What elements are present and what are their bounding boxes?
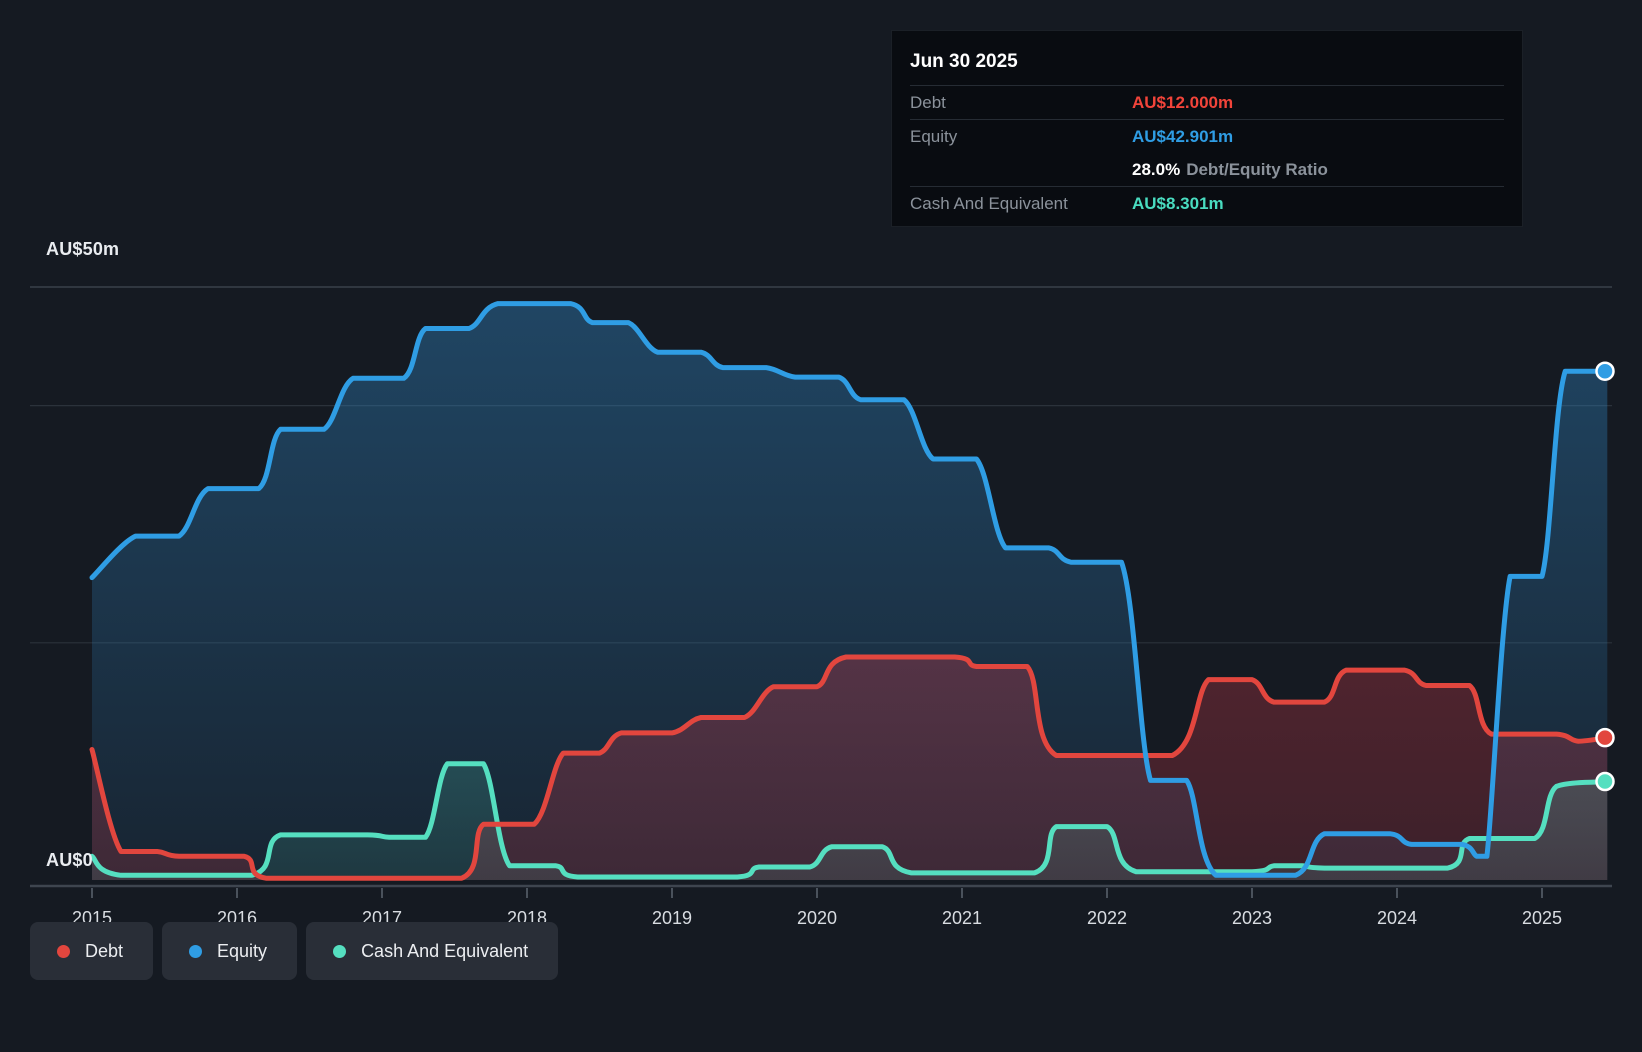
legend-cash-label: Cash And Equivalent — [361, 940, 529, 961]
debt-dot-icon — [57, 944, 70, 958]
x-tick-label-2021: 2021 — [942, 908, 982, 928]
tooltip-date: Jun 30 2025 — [910, 45, 1504, 86]
y-axis-label-0: AU$0 — [46, 850, 93, 870]
equity-dot-icon — [189, 944, 203, 958]
tooltip-debt-label: Debt — [910, 92, 946, 112]
y-axis-label-50m: AU$50m — [46, 239, 120, 259]
legend-item-cash[interactable]: Cash And Equivalent — [306, 922, 559, 980]
cash-area — [92, 763, 1608, 880]
debt-line — [89, 654, 1610, 881]
tooltip-row-ratio: 28.0% Debt/Equity Ratio — [910, 153, 1504, 187]
legend-item-debt[interactable]: Debt — [30, 922, 154, 980]
tooltip-cash-value: AU$8.301m — [1132, 193, 1224, 213]
x-tick-label-2025: 2025 — [1522, 908, 1562, 928]
equity-area — [92, 303, 1608, 881]
cash-and-equivalent-end-dot — [1595, 771, 1615, 792]
chart-tooltip: Jun 30 2025 Debt AU$12.000m Equity AU$42… — [891, 30, 1523, 227]
tooltip-equity-label: Equity — [910, 126, 958, 146]
tooltip-ratio-value: 28.0% — [1132, 159, 1181, 179]
equity-end-dot — [1595, 361, 1615, 381]
tooltip-ratio-label: Debt/Equity Ratio — [1186, 159, 1328, 179]
debt-area — [92, 657, 1608, 880]
x-tick-label-2024: 2024 — [1377, 908, 1417, 928]
tooltip-cash-label: Cash And Equivalent — [910, 193, 1068, 213]
debt-end-dot — [1595, 727, 1615, 748]
tooltip-row-cash: Cash And Equivalent AU$8.301m — [910, 187, 1504, 220]
equity-line — [89, 301, 1610, 878]
chart-legend: Debt Equity Cash And Equivalent — [30, 922, 559, 980]
tooltip-equity-value: AU$42.901m — [1132, 126, 1234, 146]
legend-item-equity[interactable]: Equity — [162, 922, 298, 980]
tooltip-debt-value: AU$12.000m — [1132, 92, 1234, 112]
x-tick-label-2023: 2023 — [1232, 908, 1272, 928]
cash-dot-icon — [333, 944, 347, 958]
legend-equity-label: Equity — [217, 940, 268, 961]
cash-line — [89, 761, 1610, 880]
x-tick-label-2020: 2020 — [797, 908, 837, 928]
x-tick-label-2019: 2019 — [652, 908, 692, 928]
legend-debt-label: Debt — [85, 940, 124, 961]
tooltip-row-debt: Debt AU$12.000m — [910, 86, 1504, 120]
x-tick-label-2022: 2022 — [1087, 908, 1127, 928]
tooltip-row-equity: Equity AU$42.901m — [910, 120, 1504, 153]
